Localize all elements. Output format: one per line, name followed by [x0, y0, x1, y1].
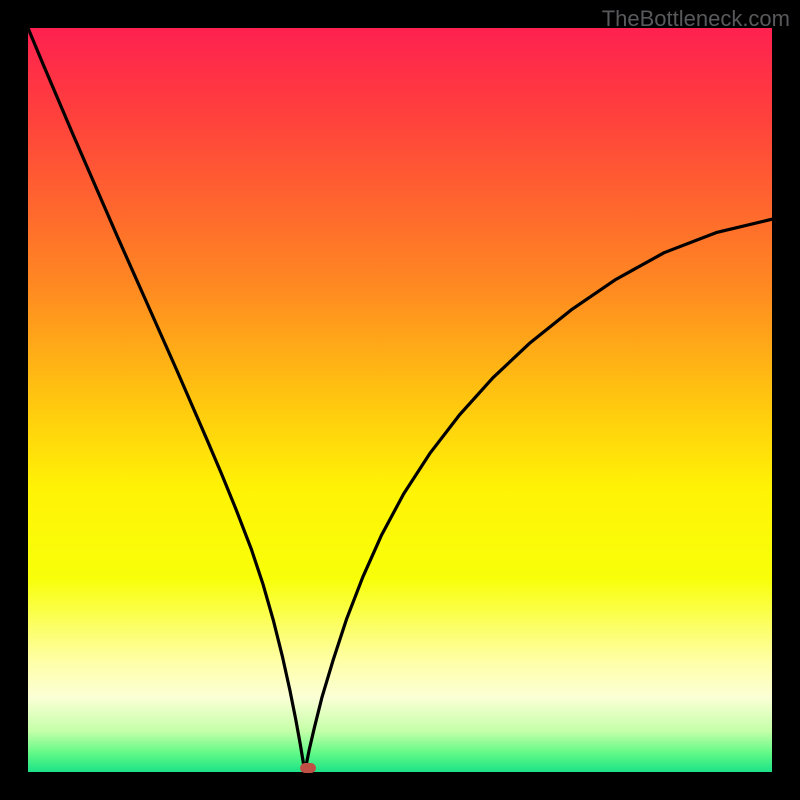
- bottleneck-marker: [300, 763, 316, 773]
- chart-frame: TheBottleneck.com: [0, 0, 800, 800]
- plot-area: [28, 28, 772, 772]
- gradient-background: [28, 28, 772, 772]
